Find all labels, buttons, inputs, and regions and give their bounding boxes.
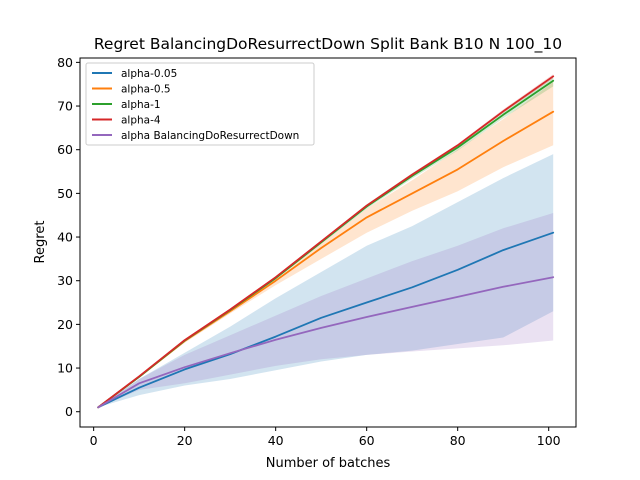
- y-tick-label: 30: [57, 273, 73, 288]
- series-lines: [97, 75, 555, 409]
- y-tick-label: 60: [57, 142, 73, 157]
- x-tick-label: 80: [450, 433, 466, 448]
- legend-label-2: alpha-0.5: [121, 83, 171, 95]
- chart-title: Regret BalancingDoResurrectDown Split Ba…: [94, 35, 562, 54]
- y-axis-label: Regret: [33, 221, 48, 264]
- legend-label-5: alpha BalancingDoResurrectDown: [121, 130, 299, 142]
- y-tick-label: 10: [57, 361, 73, 376]
- y-tick-label: 80: [57, 55, 73, 70]
- confidence-band-1: [98, 154, 554, 408]
- legend: alpha-0.05 alpha-0.5 alpha-1 alpha-4 alpha B…: [85, 62, 315, 146]
- y-tick-label: 50: [57, 186, 73, 201]
- plot-frame: [79, 57, 577, 428]
- x-tick-label: 20: [177, 433, 193, 448]
- series-line-1: [97, 231, 555, 409]
- x-axis-label: Number of batches: [266, 456, 391, 471]
- series-line-5: [97, 276, 555, 409]
- x-tick-label: 0: [90, 433, 98, 448]
- y-tick-label: 70: [57, 99, 73, 114]
- series-line-4: [97, 75, 555, 409]
- y-tick-label: 20: [57, 317, 73, 332]
- legend-label-1: alpha-0.05: [121, 68, 177, 80]
- x-axis-ticks: 0 20 40 60 80 100: [90, 427, 561, 448]
- x-tick-label: 100: [537, 433, 561, 448]
- y-tick-label: 0: [65, 404, 73, 419]
- y-axis-ticks: 0 10 20 30 40 50 60 70 80: [57, 55, 80, 419]
- x-tick-label: 40: [268, 433, 284, 448]
- legend-label-3: alpha-1: [121, 99, 161, 111]
- y-tick-label: 40: [57, 230, 73, 245]
- x-tick-label: 60: [359, 433, 375, 448]
- legend-box: [85, 62, 315, 146]
- legend-label-4: alpha-4: [121, 114, 161, 126]
